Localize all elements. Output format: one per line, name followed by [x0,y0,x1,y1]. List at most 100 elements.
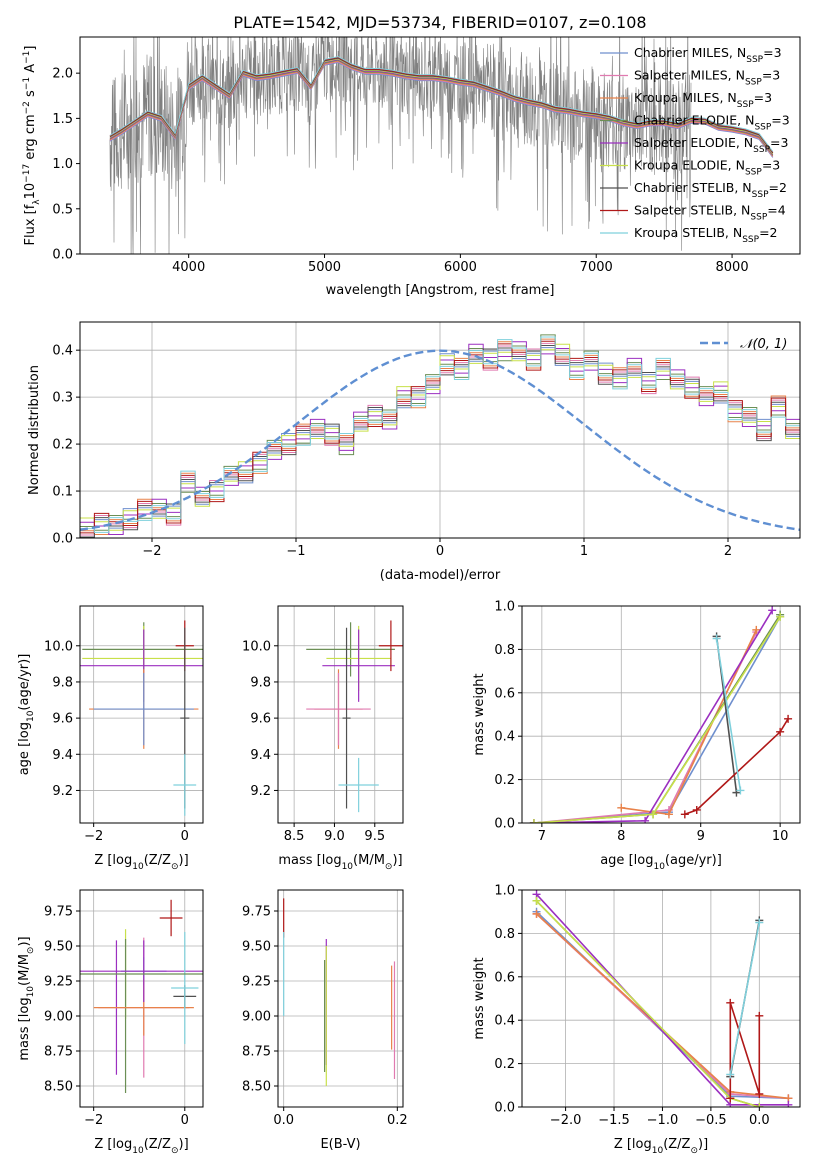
legend-label-salp_stelib: Salpeter STELIB, NSSP=4 [634,203,786,223]
spectrum-ylabel-part: A [23,64,38,77]
legend-label-chab_elodie-part: =3 [771,113,789,128]
normal-curve [80,349,800,531]
marker-salp_stelib [776,727,785,736]
x-tick-label: 2 [724,544,732,559]
y-tick-label: 0.8 [494,927,515,942]
marker-krou_elodie [532,896,541,905]
errorbars-age_vs_z [80,620,203,816]
marker-salp_stelib [755,1011,764,1020]
x-tick-label: −0.5 [695,1113,727,1128]
y-tick-label: 0.5 [52,202,73,217]
y-tick-label: 0.2 [494,1057,515,1072]
x-tick-label: 0 [436,544,444,559]
y-tick-label: 0.4 [52,344,73,359]
legend-label-chab_stelib-part: SSP [752,190,769,200]
mass_vs_z-ylabel-part: ⊙ [26,947,36,955]
axes-weight_vs_z: −2.0 −1.5 −1.0 −0.5 0.0 0.0 0.2 0.4 0.6 0.8 1.0 [494,884,800,1128]
marker-salp_elodie [784,1100,793,1107]
x-tick-label: 9.5 [364,829,385,844]
y-tick-label: 1.5 [52,112,73,127]
marker-krou_stelib [755,918,764,927]
weight_vs_age-ylabel: mass weight [472,673,487,755]
marker-salp_stelib [726,1094,735,1103]
histogram-chab_miles [80,347,800,538]
age_vs_z-frame [79,605,204,824]
legend-label-krou_elodie-part: SSP [745,168,762,178]
legend-label-krou_stelib-part: SSP [742,235,759,245]
age_vs_mass-xlabel-part: (M/M [353,853,385,868]
legend-label-krou_stelib: Kroupa STELIB, NSSP=2 [634,225,778,245]
y-tick-label: 0.2 [52,438,73,453]
age_vs_mass-xlabel-part: mass [log [278,853,341,868]
spectrum-ylabel-part: s [23,90,38,101]
weight_vs_z-xlabel-part: )] [698,1137,708,1152]
marker-salp_stelib [680,810,689,819]
marker-krou_miles [664,810,673,819]
age_vs_mass-xlabel-part: )] [392,853,402,868]
spectrum-xlabel: wavelength [Angstrom, rest frame] [326,283,555,298]
x-tick-label: 6000 [444,260,477,275]
weight_vs_age-xlabel-part: age [log [600,853,653,868]
line-krou_stelib [715,638,742,791]
age_vs_z-xlabel-part: ⊙ [171,862,179,872]
x-tick-label: 1 [580,544,588,559]
legend-label-salp_stelib-part: SSP [750,213,767,223]
marker-salp_stelib [755,1089,764,1098]
x-tick-label: 0 [181,1113,189,1128]
spectrum-ylabel-part: 10 [23,183,38,200]
y-tick-label: 9.50 [44,940,73,955]
age_vs_mass-xlabel-part: ⊙ [385,862,393,872]
legend-label-krou_elodie-part: =3 [762,158,780,173]
spectrum-ylabel: Flux [fλ10−17 erg cm−2 s−1 A−1] [22,46,42,246]
legend-label-krou_miles-part: Kroupa MILES, N [634,90,737,105]
x-tick-label: 8000 [716,260,749,275]
y-tick-label: 9.2 [52,784,73,799]
marker-salp_elodie [768,606,777,615]
figure-title: PLATE=1542, MJD=53734, FIBERID=0107, z=0… [233,13,646,32]
axes-weight_vs_age: 7 8 9 10 0.0 0.2 0.4 0.6 0.8 1.0 [494,600,800,844]
lines-weight_vs_age [529,606,793,823]
y-tick-label: 9.00 [242,1010,271,1025]
y-tick-label: 10.0 [44,639,73,654]
errorbars-mass_vs_z [80,899,203,1093]
weight_vs_z-frame [521,889,801,1108]
model-spectrum-krou_miles [109,60,774,157]
legend-label-chab_miles-part: Chabrier MILES, N [634,45,746,60]
legend-label-chab_miles-part: =3 [763,45,781,60]
marker-krou_stelib [736,786,745,795]
mass_vs_z-ylabel-part: mass [log [17,997,32,1060]
legend-label-salp_elodie-part: SSP [753,145,770,155]
age_vs_mass-frame [277,605,404,824]
age_vs_mass-xlabel-part: 10 [342,862,354,872]
y-tick-label: 9.8 [52,675,73,690]
marker-krou_elodie [649,810,658,819]
histogram-chab_stelib [80,344,800,538]
weight_vs_z-xlabel-part: ⊙ [690,1146,698,1156]
y-tick-label: 8.75 [44,1045,73,1060]
y-tick-label: 9.75 [44,905,73,920]
marker-krou_stelib [712,634,721,643]
age_vs_z-xlabel-part: 10 [132,862,144,872]
histogram-chab_elodie [80,334,800,531]
age_vs_z-ylabel: age [log10(age/yr)] [17,654,36,776]
x-tick-label: −2 [84,1113,103,1128]
y-tick-label: 0.4 [494,730,515,745]
lines-weight_vs_z [532,890,793,1107]
legend-label-salp_elodie-part: =3 [770,135,788,150]
weight_vs_age-xlabel-part: (age/yr)] [665,853,722,868]
axes-spectrum: 4000 5000 6000 7000 8000 0.0 0.5 1.0 1.5 2.0 [52,67,748,275]
weight_vs_z-xlabel: Z [log10(Z/Z⊙)] [614,1137,708,1156]
mass_vs_z-frame [79,889,204,1108]
legend-label-salp_stelib-part: Salpeter STELIB, N [634,203,750,218]
legend-label-chab_elodie-part: Chabrier ELODIE, N [634,113,754,128]
x-tick-label: −2.0 [550,1113,582,1128]
age_vs_z-xlabel-part: Z [log [94,853,132,868]
y-tick-label: 9.2 [250,784,271,799]
x-tick-label: 8 [617,829,625,844]
mass_vs_z-xlabel-part: ⊙ [171,1146,179,1156]
age_vs_z-xlabel-part: (Z/Z [144,853,171,868]
spectrum-ylabel-part: Flux [f [23,204,38,245]
y-tick-label: 9.75 [242,905,271,920]
